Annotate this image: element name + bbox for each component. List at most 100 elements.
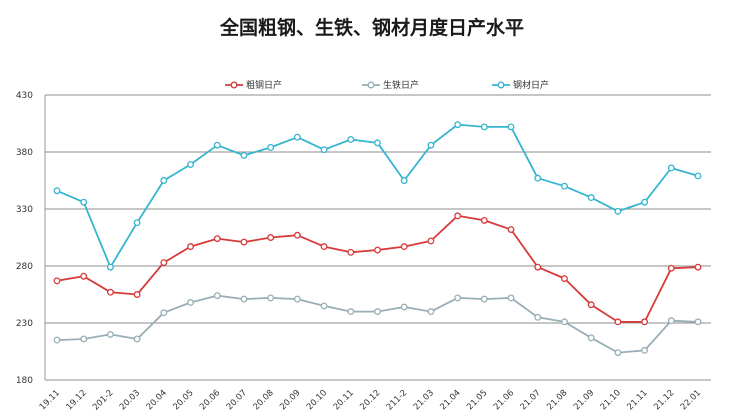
x-tick-label: 22.01	[679, 388, 703, 412]
series-line	[56, 214, 699, 323]
x-tick-label: 20.03	[118, 388, 142, 412]
data-point	[106, 263, 114, 271]
x-tick-label: 21.12	[652, 388, 676, 412]
data-point	[587, 301, 595, 309]
data-point	[614, 207, 622, 215]
data-point	[614, 318, 622, 326]
data-point	[187, 161, 194, 168]
series	[53, 212, 702, 326]
x-tick-label: 20.08	[252, 388, 276, 412]
data-point	[534, 263, 542, 271]
series-line	[56, 294, 699, 354]
data-point	[240, 238, 248, 246]
x-tick-label: 21.03	[412, 388, 436, 412]
y-tick-label: 330	[16, 205, 33, 215]
data-point	[427, 237, 435, 245]
x-tick-label: 20.09	[278, 388, 302, 412]
legend-label: 粗钢日产	[246, 79, 282, 91]
x-tick-label: 21.10	[599, 388, 623, 412]
x-tick-label: 21.04	[438, 388, 462, 412]
data-point	[614, 349, 622, 357]
x-tick-label: 21.05	[465, 388, 489, 412]
x-tick-label: 20.05	[171, 388, 195, 412]
data-point	[187, 243, 194, 251]
data-point	[561, 318, 568, 326]
data-point	[427, 308, 435, 316]
data-point	[641, 318, 649, 326]
data-point	[641, 198, 649, 206]
data-point	[133, 291, 141, 298]
data-point	[454, 212, 462, 220]
x-tick-label: 21.09	[572, 388, 596, 412]
x-tick-label: 20.10	[305, 388, 329, 412]
data-point	[213, 235, 221, 243]
data-point	[267, 294, 275, 302]
data-point	[507, 226, 515, 233]
data-point	[561, 182, 568, 190]
y-tick-label: 430	[16, 91, 33, 101]
x-tick-label: 211-2	[385, 388, 410, 413]
data-point	[133, 219, 141, 227]
x-tick-label: 20.07	[225, 388, 249, 412]
data-point	[534, 313, 542, 321]
data-point	[293, 295, 301, 303]
data-point	[267, 143, 275, 151]
x-tick-label: 20.12	[358, 388, 382, 412]
data-point	[347, 136, 355, 143]
data-point	[213, 292, 221, 300]
series	[53, 292, 702, 357]
y-tick-label: 180	[16, 376, 33, 386]
data-point	[347, 248, 355, 256]
x-tick-label: 20.11	[332, 388, 356, 412]
data-point	[694, 318, 702, 326]
data-point	[320, 302, 328, 310]
data-point	[53, 187, 61, 195]
data-point	[641, 346, 649, 354]
y-tick-label: 230	[16, 319, 33, 329]
legend-swatch-marker	[497, 81, 505, 89]
data-point	[240, 151, 248, 159]
data-point	[160, 177, 168, 184]
data-point	[213, 141, 221, 149]
grid	[44, 94, 711, 381]
x-tick-label: 21.11	[625, 388, 649, 412]
data-point	[320, 146, 328, 154]
x-tick-label: 19.11	[38, 388, 62, 412]
y-tick-label: 280	[16, 262, 33, 272]
x-tick-label: 201-2	[91, 388, 116, 413]
data-point	[507, 294, 515, 302]
data-point	[694, 263, 702, 271]
data-point	[374, 308, 381, 316]
data-point	[400, 177, 408, 184]
data-point	[160, 309, 168, 317]
data-point	[400, 303, 408, 311]
legend: 粗钢日产 生铁日产 钢材日产	[225, 79, 549, 91]
chart-title: 全国粗钢、生铁、钢材月度日产水平	[219, 16, 524, 39]
data-point	[293, 133, 301, 141]
data-point	[240, 295, 248, 303]
legend-swatch-marker	[230, 81, 238, 89]
x-tick-label: 19.12	[65, 388, 89, 412]
data-point	[480, 123, 488, 131]
data-point	[454, 121, 462, 129]
data-point	[53, 277, 61, 285]
data-point	[53, 336, 61, 344]
data-point	[400, 243, 408, 251]
data-point	[507, 123, 515, 131]
data-point	[320, 243, 328, 251]
y-tick-label: 380	[16, 148, 33, 158]
data-point	[160, 259, 168, 267]
series-group	[53, 121, 702, 357]
x-tick-label: 20.06	[198, 388, 222, 412]
data-point	[667, 264, 675, 272]
data-point	[374, 246, 381, 254]
data-point	[80, 198, 88, 206]
data-point	[80, 335, 88, 343]
legend-label: 钢材日产	[513, 79, 549, 91]
series	[53, 121, 702, 271]
data-point	[347, 308, 355, 316]
x-tick-label: 21.08	[545, 388, 569, 412]
data-point	[480, 216, 488, 224]
